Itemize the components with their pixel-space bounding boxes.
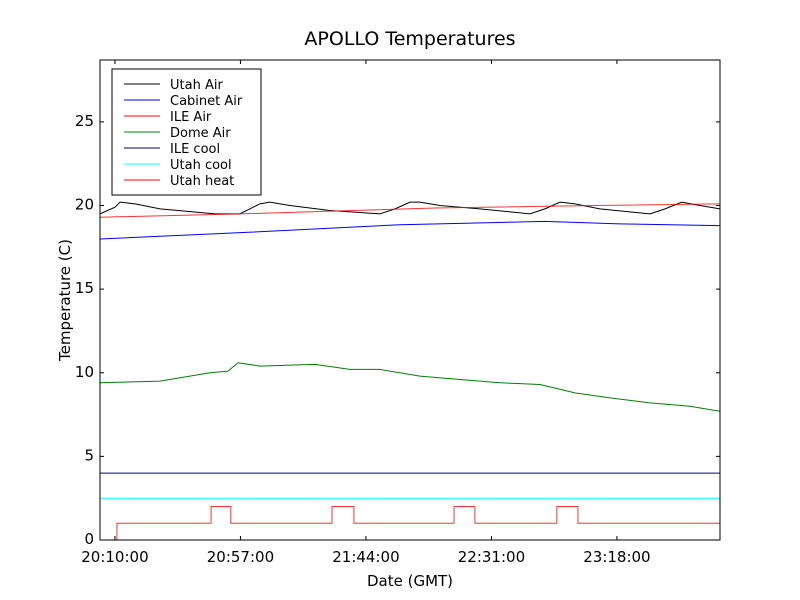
legend-label-cabinet-air: Cabinet Air (170, 94, 243, 109)
x-tick-label: 21:44:00 (332, 548, 399, 566)
legend-label-dome-air: Dome Air (170, 126, 231, 141)
y-tick-label: 5 (84, 446, 94, 464)
series-group (99, 201, 721, 541)
chart-title: APOLLO Temperatures (304, 28, 515, 50)
legend-label-utah-air: Utah Air (170, 78, 223, 93)
series-line-dome-air (99, 362, 721, 412)
y-tick-label: 10 (75, 363, 94, 381)
x-tick-label: 20:10:00 (81, 548, 148, 566)
legend-label-ile-air: ILE Air (170, 110, 212, 125)
y-tick-label: 25 (75, 112, 94, 130)
y-tick-label: 0 (84, 530, 94, 548)
series-line-utah-heat (100, 506, 720, 541)
y-tick-label: 15 (75, 279, 94, 297)
ticks-group: 20:10:00 20:57:00 21:44:00 22:31:00 23:18:00… (75, 60, 720, 566)
series-line-ile-air (99, 203, 721, 218)
legend-label-ile-cool: ILE cool (170, 142, 220, 157)
y-axis-label: Temperature (C) (56, 239, 74, 362)
plot-frame (99, 59, 721, 541)
x-tick-label: 22:31:00 (458, 548, 525, 566)
y-tick-label: 20 (75, 196, 94, 214)
series-line-cabinet-air (99, 220, 721, 240)
series-line-utah-air (99, 201, 721, 215)
legend-label-utah-cool: Utah cool (170, 158, 232, 173)
legend-label-utah-heat: Utah heat (170, 174, 234, 189)
x-tick-label: 23:18:00 (583, 548, 650, 566)
x-tick-label: 20:57:00 (207, 548, 274, 566)
x-axis-label: Date (GMT) (367, 572, 453, 590)
